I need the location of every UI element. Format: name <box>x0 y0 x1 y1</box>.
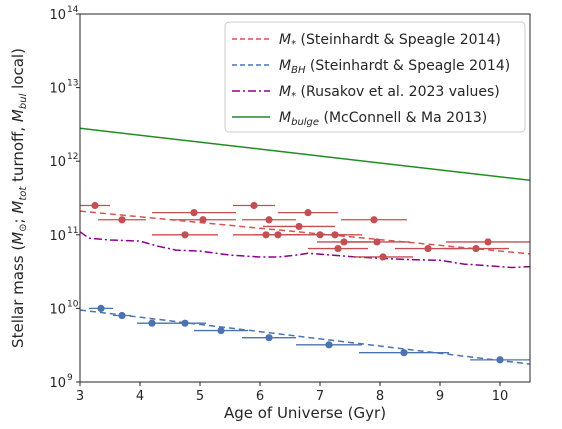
data-point-4-16 <box>373 238 381 246</box>
x-axis-label: Age of Universe (Gyr) <box>224 404 386 422</box>
x-tick-label: 10 <box>492 389 509 404</box>
y-tick-label: 10 <box>49 8 66 23</box>
data-point-5-5 <box>265 334 273 342</box>
legend-label: M* (Rusakov et al. 2023 values) <box>279 84 500 102</box>
y-tick-exponent: 11 <box>67 226 78 236</box>
data-point-5-2 <box>148 319 156 327</box>
x-tick-label: 6 <box>256 389 264 404</box>
data-point-4-19 <box>472 244 480 253</box>
data-point-5-7 <box>400 349 408 357</box>
data-point-4-0 <box>91 201 99 210</box>
data-point-4-18 <box>424 244 432 253</box>
data-point-4-8 <box>274 231 282 239</box>
legend-entry-black-hole-ss2014: MBH (Steinhardt & Speagle 2014) <box>232 58 510 76</box>
data-point-4-7 <box>265 216 273 224</box>
y-tick-exponent: 12 <box>67 152 78 162</box>
series-line-3 <box>79 127 531 182</box>
series-line-0 <box>79 210 531 255</box>
data-point-4-2 <box>181 231 189 239</box>
legend-entry-bulge-mcconnell2013: Mbulge (McConnell & Ma 2013) <box>232 110 487 128</box>
legend-box <box>224 21 526 133</box>
legend-label: M* (Steinhardt & Speagle 2014) <box>279 32 501 50</box>
data-point-5-6 <box>325 341 333 349</box>
y-tick-exponent: 14 <box>67 5 79 15</box>
data-point-5-8 <box>496 356 504 364</box>
legend-entry-stellar-mass-ss2014: M* (Steinhardt & Speagle 2014) <box>232 32 501 50</box>
data-point-5-1 <box>118 311 126 320</box>
data-point-5-3 <box>181 319 189 327</box>
legend-label: MBH (Steinhardt & Speagle 2014) <box>279 58 510 76</box>
data-point-5-4 <box>217 326 225 335</box>
data-point-4-4 <box>199 216 207 224</box>
y-tick-label: 10 <box>49 302 66 317</box>
data-point-5-0 <box>97 304 105 312</box>
x-tick-label: 9 <box>436 389 444 404</box>
data-point-4-3 <box>190 209 198 217</box>
x-tick-label: 3 <box>76 389 84 404</box>
plot-marks <box>79 127 531 365</box>
y-tick-label: 10 <box>49 229 66 244</box>
data-point-4-17 <box>379 253 387 261</box>
y-tick-label: 10 <box>49 82 66 97</box>
legend-label: Mbulge (McConnell & Ma 2013) <box>279 110 487 128</box>
data-point-4-9 <box>295 222 303 231</box>
data-point-4-20 <box>484 238 492 246</box>
y-tick-label: 10 <box>49 376 66 391</box>
x-tick-label: 8 <box>376 389 384 404</box>
y-tick-exponent: 9 <box>67 373 73 383</box>
x-tick-label: 4 <box>136 389 144 404</box>
legend: M* (Steinhardt & Speagle 2014) MBH (Stei… <box>224 21 526 133</box>
y-tick-exponent: 13 <box>67 79 78 89</box>
data-point-4-12 <box>331 231 339 239</box>
x-tick-label: 7 <box>316 389 324 404</box>
x-tick-label: 5 <box>196 389 204 404</box>
data-point-4-10 <box>304 209 312 217</box>
data-point-4-1 <box>118 216 126 224</box>
data-point-4-15 <box>370 216 378 224</box>
y-tick-exponent: 10 <box>67 299 79 309</box>
y-axis-label: Stellar mass (M⊙; Mtot turnoff, Mbul loc… <box>9 48 29 348</box>
series-line-1 <box>79 309 531 365</box>
data-point-4-13 <box>334 244 342 253</box>
series-line-2 <box>79 231 531 269</box>
data-point-4-5 <box>250 201 258 210</box>
legend-entry-stellar-mass-rusakov2023: M* (Rusakov et al. 2023 values) <box>232 84 500 102</box>
y-tick-label: 10 <box>49 155 66 170</box>
plot-frame <box>79 13 531 383</box>
